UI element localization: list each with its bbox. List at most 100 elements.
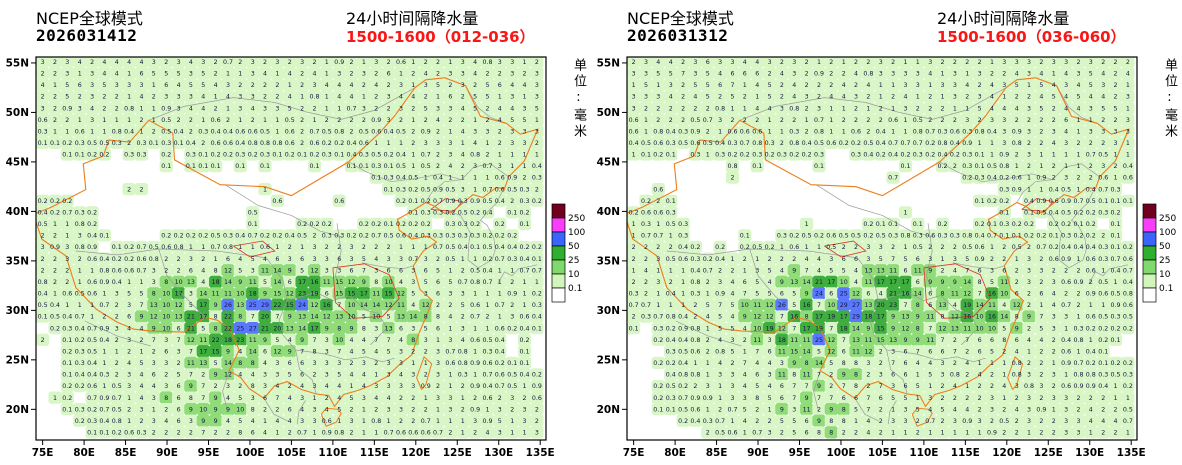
svg-text:1: 1 bbox=[1113, 279, 1117, 286]
svg-text:4: 4 bbox=[730, 314, 734, 321]
svg-text:8: 8 bbox=[238, 430, 242, 437]
svg-text:0.9: 0.9 bbox=[99, 325, 109, 332]
svg-text:7: 7 bbox=[792, 383, 796, 390]
svg-text:3: 3 bbox=[1027, 372, 1031, 379]
svg-text:1: 1 bbox=[1052, 152, 1056, 159]
svg-text:14: 14 bbox=[249, 348, 257, 355]
svg-text:3: 3 bbox=[436, 140, 440, 147]
svg-text:3: 3 bbox=[300, 395, 304, 402]
svg-text:0.2: 0.2 bbox=[1123, 325, 1133, 332]
svg-text:0.5: 0.5 bbox=[112, 406, 122, 413]
svg-text:0.2: 0.2 bbox=[727, 152, 737, 159]
svg-text:6: 6 bbox=[990, 337, 994, 344]
svg-text:0.2: 0.2 bbox=[839, 140, 849, 147]
svg-text:12: 12 bbox=[224, 267, 232, 274]
svg-text:0.5: 0.5 bbox=[826, 244, 836, 251]
svg-text:2: 2 bbox=[473, 82, 477, 89]
svg-text:0.2: 0.2 bbox=[678, 383, 688, 390]
svg-text:2: 2 bbox=[498, 71, 502, 78]
svg-text:2: 2 bbox=[1076, 140, 1080, 147]
svg-text:15: 15 bbox=[877, 337, 885, 344]
svg-text:5: 5 bbox=[718, 325, 722, 332]
svg-text:1: 1 bbox=[706, 325, 710, 332]
svg-text:3: 3 bbox=[953, 82, 957, 89]
svg-text:0.6: 0.6 bbox=[826, 233, 836, 240]
svg-text:0.6: 0.6 bbox=[396, 233, 406, 240]
svg-text:4: 4 bbox=[238, 372, 242, 379]
svg-text:0.7: 0.7 bbox=[703, 267, 713, 274]
svg-text:22: 22 bbox=[273, 302, 281, 309]
svg-text:0.4: 0.4 bbox=[519, 372, 529, 379]
svg-text:5: 5 bbox=[743, 406, 747, 413]
lat-tick-label: 25N bbox=[6, 354, 29, 366]
svg-text:0.7: 0.7 bbox=[641, 302, 651, 309]
svg-text:2: 2 bbox=[485, 71, 489, 78]
svg-text:2: 2 bbox=[1027, 244, 1031, 251]
svg-text:4: 4 bbox=[374, 348, 378, 355]
svg-text:0.5: 0.5 bbox=[297, 233, 307, 240]
svg-text:0.1: 0.1 bbox=[532, 256, 542, 263]
svg-text:4: 4 bbox=[1039, 94, 1043, 101]
svg-text:7: 7 bbox=[817, 395, 821, 402]
svg-text:4: 4 bbox=[1052, 291, 1056, 298]
svg-text:3: 3 bbox=[1064, 406, 1068, 413]
svg-text:6: 6 bbox=[349, 267, 353, 274]
svg-text:19: 19 bbox=[827, 314, 835, 321]
svg-text:0.2: 0.2 bbox=[50, 325, 60, 332]
svg-text:3: 3 bbox=[730, 372, 734, 379]
svg-text:0.9: 0.9 bbox=[715, 291, 725, 298]
svg-text:11: 11 bbox=[753, 337, 761, 344]
svg-text:11: 11 bbox=[753, 302, 761, 309]
svg-text:0.5: 0.5 bbox=[260, 128, 270, 135]
svg-text:0.4: 0.4 bbox=[987, 175, 997, 182]
svg-text:0.2: 0.2 bbox=[495, 360, 505, 367]
svg-text:0.7: 0.7 bbox=[482, 372, 492, 379]
svg-text:1: 1 bbox=[669, 302, 673, 309]
svg-text:2: 2 bbox=[177, 430, 181, 437]
svg-text:0.6: 0.6 bbox=[1098, 291, 1108, 298]
svg-text:17: 17 bbox=[298, 279, 306, 286]
svg-text:11: 11 bbox=[224, 291, 232, 298]
svg-text:2: 2 bbox=[644, 256, 648, 263]
svg-text:2: 2 bbox=[1101, 233, 1105, 240]
svg-text:27: 27 bbox=[852, 302, 860, 309]
svg-text:6: 6 bbox=[928, 291, 932, 298]
svg-text:4: 4 bbox=[1089, 94, 1093, 101]
svg-text:1: 1 bbox=[78, 71, 82, 78]
svg-text:20: 20 bbox=[877, 302, 885, 309]
svg-text:4: 4 bbox=[706, 314, 710, 321]
lon-tick-label: 85E bbox=[706, 447, 728, 459]
svg-text:1: 1 bbox=[1027, 82, 1031, 89]
svg-text:11: 11 bbox=[1000, 279, 1008, 286]
svg-text:3: 3 bbox=[436, 395, 440, 402]
svg-text:0.2: 0.2 bbox=[87, 221, 97, 228]
svg-text:10: 10 bbox=[976, 314, 984, 321]
lat-tick-label: 20N bbox=[6, 404, 29, 416]
svg-text:5: 5 bbox=[879, 256, 883, 263]
svg-text:0.1: 0.1 bbox=[198, 152, 208, 159]
svg-text:0.7: 0.7 bbox=[112, 395, 122, 402]
svg-text:2: 2 bbox=[669, 279, 673, 286]
svg-text:1: 1 bbox=[275, 117, 279, 124]
svg-text:7: 7 bbox=[177, 337, 181, 344]
svg-text:29: 29 bbox=[261, 302, 269, 309]
svg-text:3: 3 bbox=[152, 360, 156, 367]
svg-text:0.6: 0.6 bbox=[235, 128, 245, 135]
svg-text:2: 2 bbox=[53, 233, 57, 240]
svg-text:0.9: 0.9 bbox=[371, 117, 381, 124]
svg-text:0.3: 0.3 bbox=[458, 198, 468, 205]
svg-text:0.7: 0.7 bbox=[1123, 267, 1133, 274]
svg-text:11: 11 bbox=[988, 302, 996, 309]
svg-text:2: 2 bbox=[263, 59, 267, 66]
svg-text:0.3: 0.3 bbox=[322, 233, 332, 240]
svg-text:2: 2 bbox=[805, 59, 809, 66]
svg-text:0.2: 0.2 bbox=[507, 233, 517, 240]
svg-text:2: 2 bbox=[411, 71, 415, 78]
svg-text:8: 8 bbox=[792, 372, 796, 379]
svg-text:1: 1 bbox=[127, 71, 131, 78]
svg-text:3: 3 bbox=[177, 59, 181, 66]
svg-text:24: 24 bbox=[298, 302, 306, 309]
svg-text:11: 11 bbox=[212, 291, 220, 298]
svg-text:6: 6 bbox=[916, 279, 920, 286]
svg-text:1: 1 bbox=[78, 279, 82, 286]
